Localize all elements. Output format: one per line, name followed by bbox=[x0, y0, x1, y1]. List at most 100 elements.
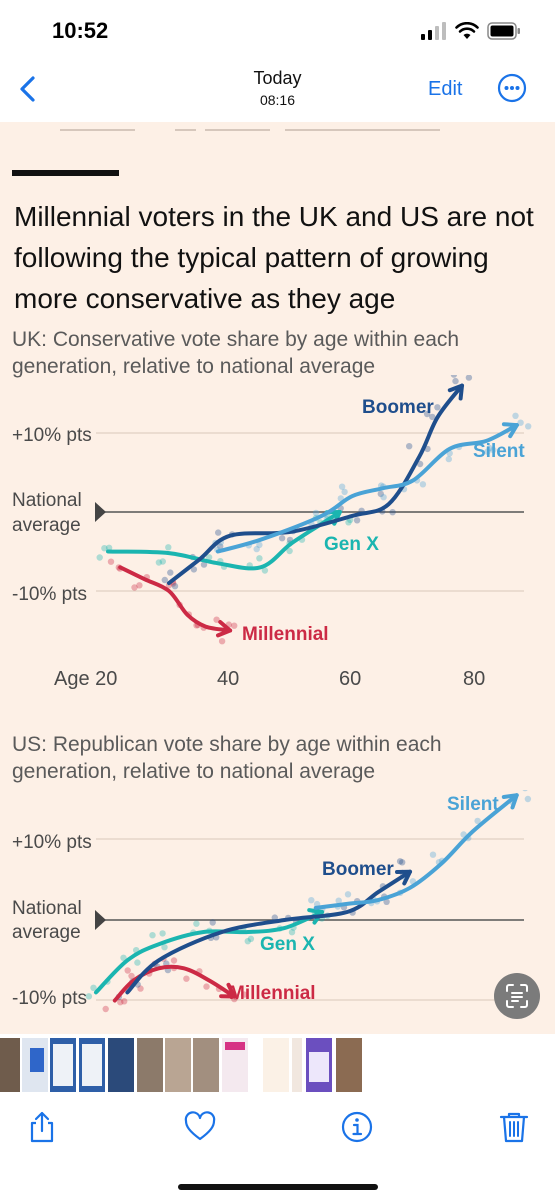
us-national-average-marker-icon bbox=[95, 910, 106, 930]
us-chart: +10% pts National average -10% pts Silen… bbox=[12, 790, 532, 1013]
uk-point-millennial bbox=[213, 616, 220, 623]
navigation-bar: Today 08:16 Edit bbox=[0, 56, 555, 122]
share-icon[interactable] bbox=[25, 1110, 59, 1144]
uk-point-gen-x bbox=[205, 554, 213, 561]
edit-button[interactable]: Edit bbox=[428, 78, 463, 100]
us-line-boomer bbox=[125, 869, 412, 995]
more-options-icon[interactable] bbox=[497, 73, 527, 103]
us-point-silent bbox=[344, 891, 352, 898]
us-point-gen-x bbox=[134, 959, 141, 966]
uk-point-silent bbox=[312, 509, 320, 517]
wifi-icon bbox=[455, 22, 479, 39]
us-line-millennial bbox=[112, 964, 237, 1003]
uk-point-gen-x bbox=[96, 554, 103, 561]
us-point-gen-x bbox=[161, 944, 168, 951]
thumbnail-strip[interactable] bbox=[0, 1034, 555, 1096]
headline-rule bbox=[12, 170, 119, 176]
us-point-silent bbox=[522, 790, 528, 792]
trash-icon[interactable] bbox=[497, 1110, 531, 1144]
us-point-millennial bbox=[170, 957, 178, 964]
article-headline: Millennial voters in the UK and US are n… bbox=[14, 201, 534, 314]
us-point-silent bbox=[474, 817, 481, 825]
info-icon[interactable] bbox=[340, 1110, 374, 1144]
uk-point-millennial bbox=[107, 558, 115, 565]
us-ytick-minus10: -10% pts bbox=[12, 988, 87, 1009]
us-point-millennial bbox=[121, 998, 128, 1005]
us-point-silent bbox=[429, 851, 437, 858]
uk-arrowhead-boomer bbox=[447, 383, 464, 401]
us-point-gen-x bbox=[193, 920, 200, 927]
us-point-gen-x bbox=[288, 929, 296, 936]
uk-xtick-20: Age 20 bbox=[54, 668, 117, 690]
us-scatter-points bbox=[85, 790, 532, 1013]
uk-point-silent bbox=[512, 412, 519, 419]
us-point-boomer bbox=[209, 919, 216, 926]
nav-title: Today bbox=[253, 68, 302, 88]
us-arrowhead-gen-x bbox=[307, 908, 325, 925]
uk-point-boomer bbox=[434, 404, 441, 411]
thumbnail[interactable] bbox=[0, 1038, 20, 1092]
thumbnail[interactable] bbox=[108, 1038, 134, 1092]
us-series-lines bbox=[94, 793, 519, 1003]
uk-xtick-60: 60 bbox=[339, 668, 361, 690]
favorite-heart-icon[interactable] bbox=[183, 1110, 217, 1144]
uk-point-boomer bbox=[465, 375, 473, 381]
thumbnail[interactable] bbox=[137, 1038, 163, 1092]
uk-xtick-40: 40 bbox=[217, 668, 239, 690]
home-indicator bbox=[178, 1184, 378, 1190]
uk-point-boomer bbox=[200, 561, 208, 568]
uk-point-gen-x bbox=[105, 544, 113, 551]
uk-point-gen-x bbox=[159, 558, 166, 565]
us-point-gen-x bbox=[120, 954, 127, 961]
us-label-silent: Silent bbox=[447, 794, 499, 815]
cropped-previous-text-fragments bbox=[60, 129, 440, 131]
thumbnail[interactable] bbox=[336, 1038, 362, 1092]
us-ytick-national: National bbox=[12, 898, 82, 919]
uk-point-boomer bbox=[423, 410, 431, 418]
uk-point-gen-x bbox=[256, 555, 263, 562]
uk-point-silent bbox=[338, 483, 346, 490]
battery-icon bbox=[487, 22, 520, 40]
us-line-silent bbox=[313, 793, 519, 910]
us-arrowhead-boomer bbox=[395, 869, 412, 886]
us-line-gen-x bbox=[94, 910, 325, 995]
us-point-millennial bbox=[124, 967, 131, 974]
us-point-millennial bbox=[117, 999, 124, 1006]
us-arrowhead-millennial bbox=[219, 982, 237, 999]
uk-point-boomer bbox=[416, 460, 424, 468]
thumbnail[interactable] bbox=[193, 1038, 219, 1092]
uk-point-silent bbox=[341, 488, 348, 496]
us-point-gen-x bbox=[85, 993, 93, 1000]
cellular-signal-icon bbox=[421, 22, 446, 40]
us-point-millennial bbox=[128, 972, 135, 980]
uk-point-boomer bbox=[353, 517, 361, 524]
us-label-boomer: Boomer bbox=[322, 859, 394, 880]
uk-point-silent bbox=[484, 448, 491, 455]
us-point-silent bbox=[335, 897, 342, 904]
thumbnail[interactable] bbox=[165, 1038, 191, 1092]
thumbnail[interactable] bbox=[263, 1038, 289, 1092]
us-label-millennial: Millennial bbox=[229, 983, 316, 1004]
uk-point-boomer bbox=[171, 583, 179, 590]
us-ytick-average: average bbox=[12, 922, 81, 943]
uk-x-ticks: Age 20 40 60 80 bbox=[54, 668, 485, 690]
us-point-gen-x bbox=[90, 984, 97, 991]
uk-ytick-national: National bbox=[12, 490, 82, 511]
us-point-millennial bbox=[183, 975, 190, 982]
uk-point-silent bbox=[253, 545, 260, 553]
uk-line-boomer bbox=[167, 383, 464, 586]
uk-point-silent bbox=[490, 446, 497, 454]
uk-point-boomer bbox=[167, 569, 174, 576]
uk-point-boomer bbox=[450, 375, 458, 378]
photo-view[interactable] bbox=[0, 122, 555, 1034]
thumbnail[interactable] bbox=[292, 1038, 302, 1092]
live-text-button[interactable] bbox=[494, 973, 540, 1019]
uk-chart-subtitle: UK: Conservative vote share by age withi… bbox=[12, 328, 460, 378]
uk-arrowhead-silent bbox=[501, 422, 519, 439]
thumbnail-strip-images bbox=[0, 1038, 362, 1092]
back-chevron-icon[interactable] bbox=[14, 74, 44, 104]
us-point-millennial bbox=[102, 1005, 109, 1013]
uk-series-lines bbox=[106, 383, 519, 638]
uk-point-silent bbox=[517, 419, 524, 426]
uk-point-silent bbox=[486, 444, 493, 452]
